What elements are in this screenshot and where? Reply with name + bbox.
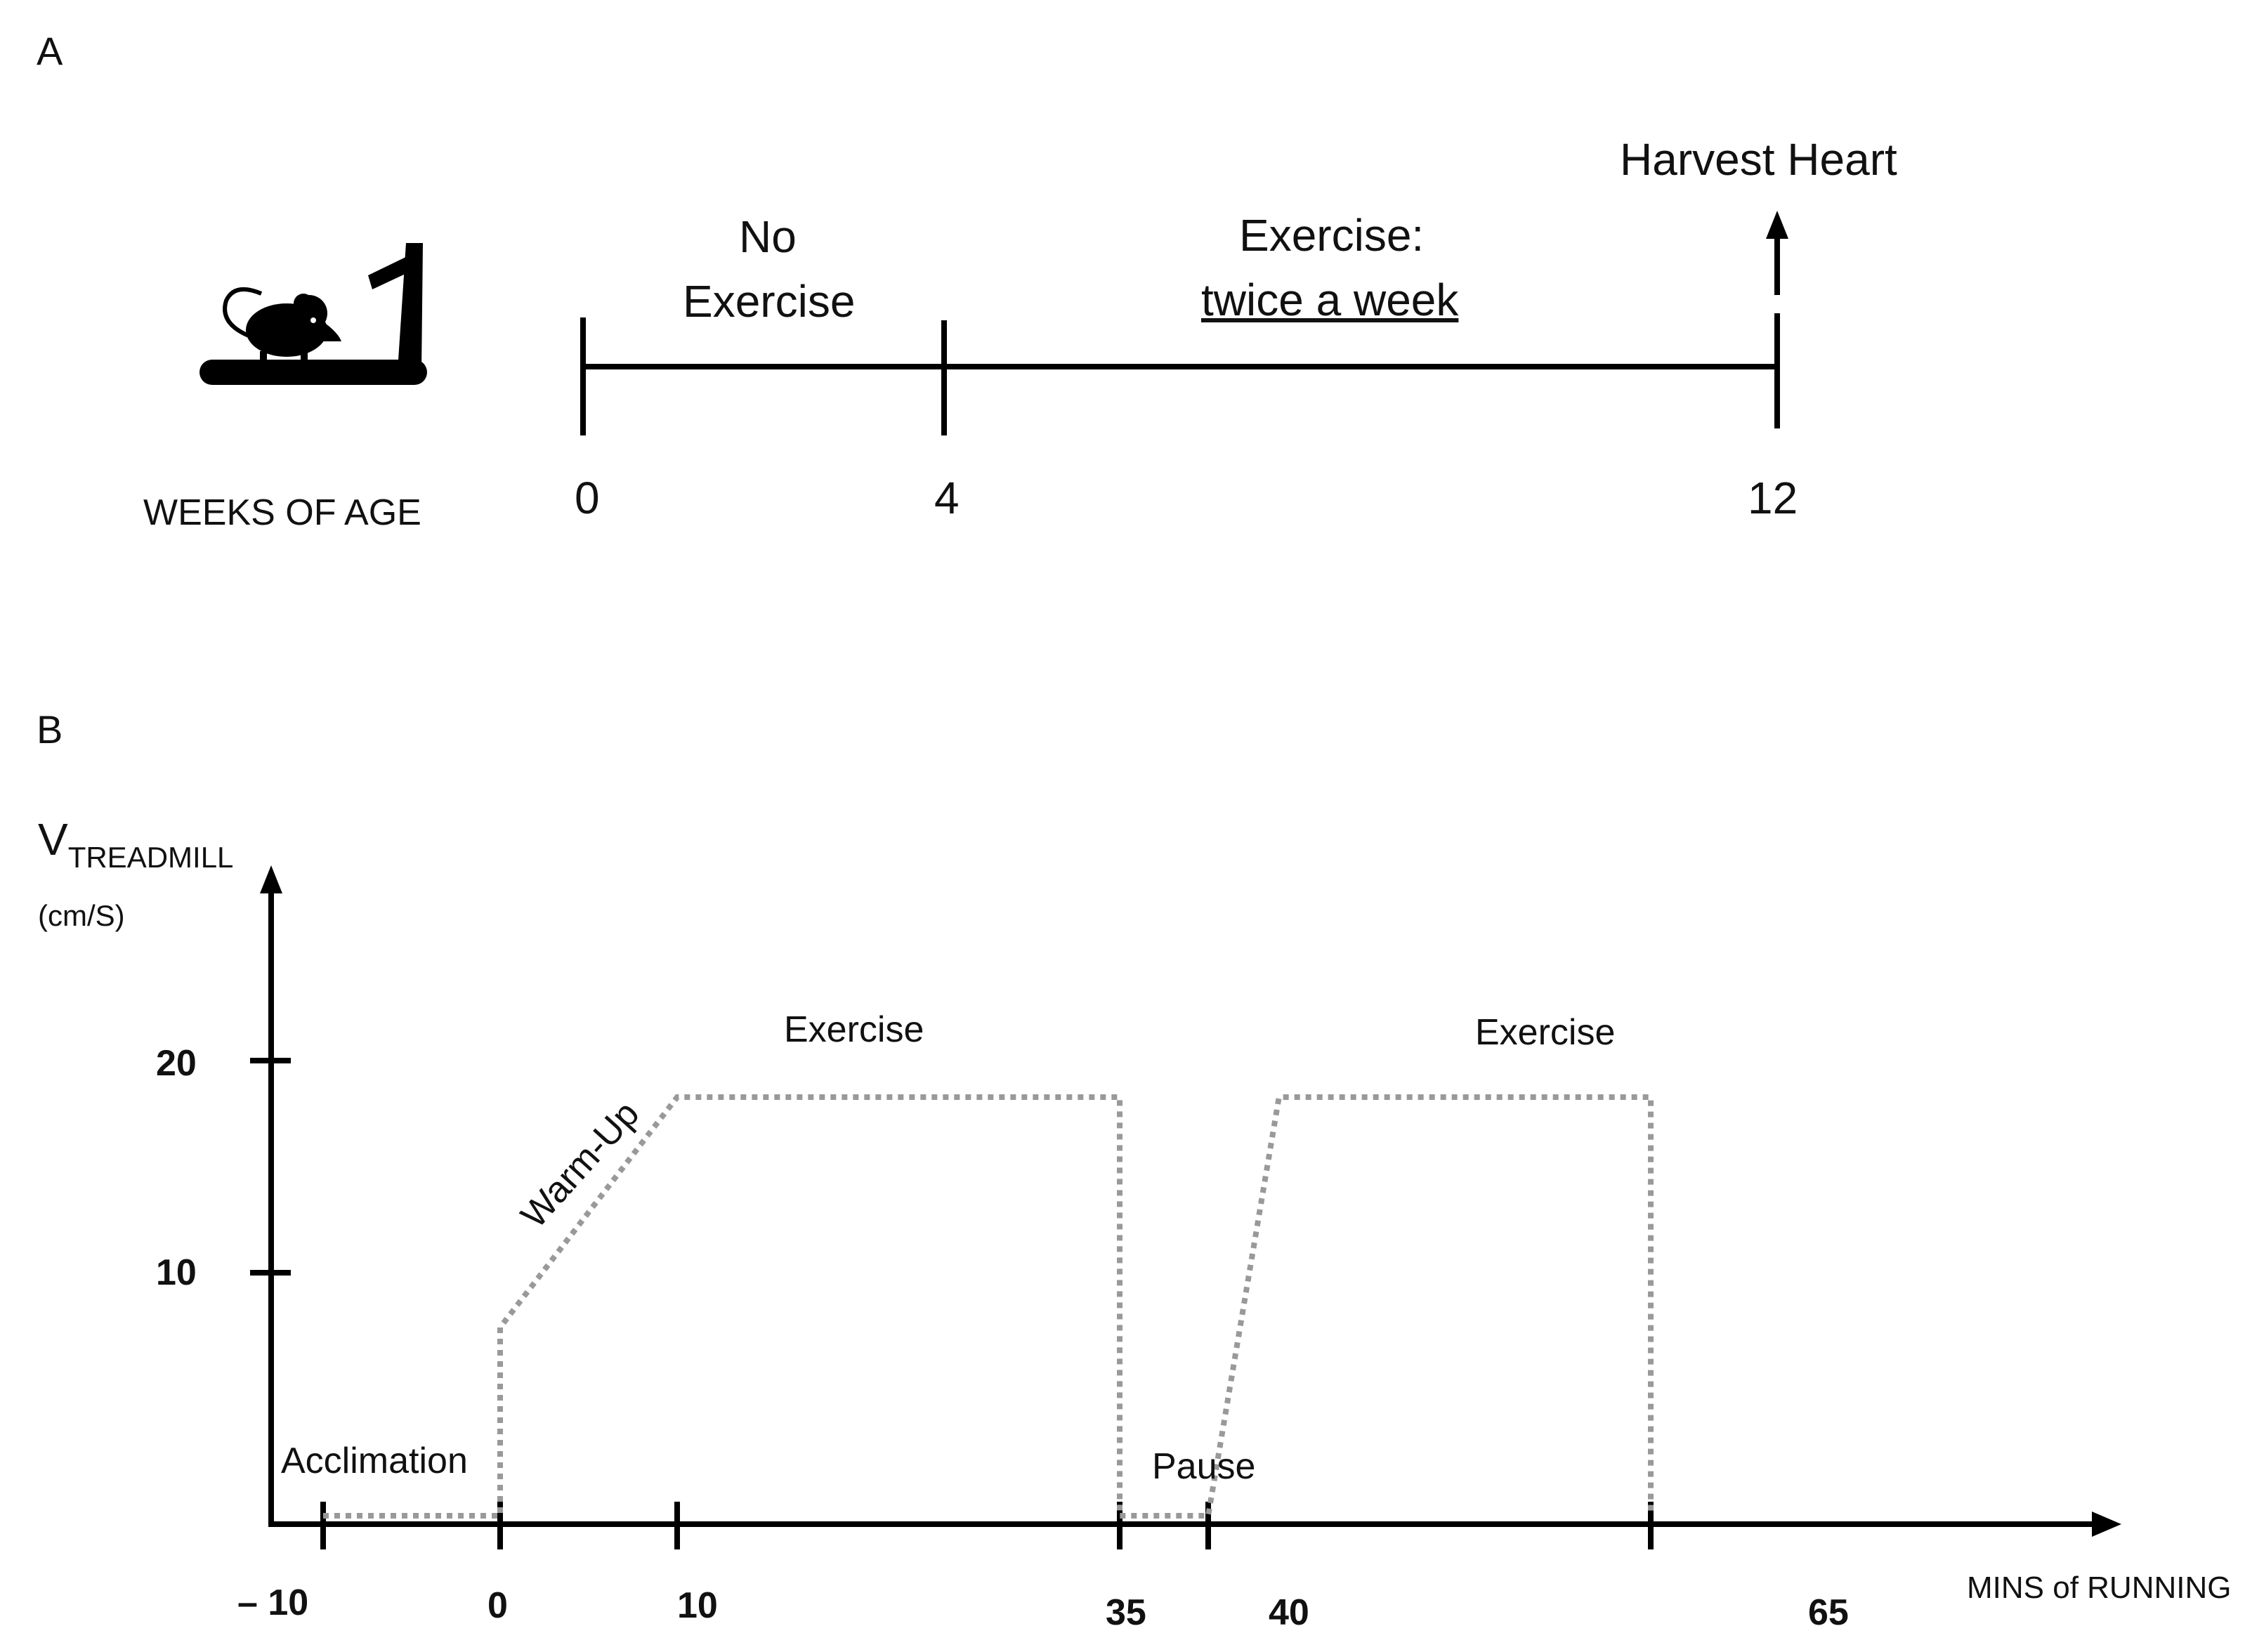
exercise-2-label: Exercise xyxy=(1475,1012,1616,1053)
y-axis-arrowhead xyxy=(260,865,282,893)
pause-label: Pause xyxy=(1152,1446,1256,1487)
week-tick-12: 12 xyxy=(1748,473,1798,523)
x-tick-label-65: 65 xyxy=(1808,1592,1849,1633)
y-axis-label-main: V xyxy=(38,814,68,865)
exercise-label-line1: Exercise: xyxy=(1239,210,1425,261)
x-axis-label: MINS of RUNNING xyxy=(1967,1571,2232,1605)
panel-a-letter: A xyxy=(37,29,63,73)
acclimation-label: Acclimation xyxy=(281,1441,468,1481)
y-axis-unit: (cm/S) xyxy=(38,899,125,932)
no-exercise-label-line2: Exercise xyxy=(683,276,856,327)
week-tick-4: 4 xyxy=(934,473,960,523)
panel-b-letter: B xyxy=(37,707,63,752)
harvest-heart-label: Harvest Heart xyxy=(1620,134,1897,185)
week-tick-0: 0 xyxy=(575,473,600,523)
x-tick-label-neg10: – 10 xyxy=(237,1582,309,1623)
treadmill-speed-profile-line xyxy=(323,1094,1654,1519)
x-tick-label-40: 40 xyxy=(1269,1592,1309,1633)
weeks-of-age-label: WEEKS OF AGE xyxy=(143,492,421,533)
y-axis-label-sub: TREADMILL xyxy=(67,841,234,874)
x-tick-label-0: 0 xyxy=(487,1585,508,1626)
exercise-label-line2: twice a week xyxy=(1201,275,1459,325)
y-tick-label-10: 10 xyxy=(156,1252,197,1293)
no-exercise-label-line1: No xyxy=(739,211,797,262)
warmup-label: Warm-Up xyxy=(513,1093,648,1236)
y-tick-label-20: 20 xyxy=(156,1043,197,1084)
y-axis-label: VTREADMILL xyxy=(38,813,233,874)
x-tick-label-35: 35 xyxy=(1106,1592,1146,1633)
exercise-1-label: Exercise xyxy=(784,1009,924,1050)
x-tick-label-10: 10 xyxy=(677,1585,718,1626)
x-axis-arrowhead xyxy=(2092,1512,2121,1537)
